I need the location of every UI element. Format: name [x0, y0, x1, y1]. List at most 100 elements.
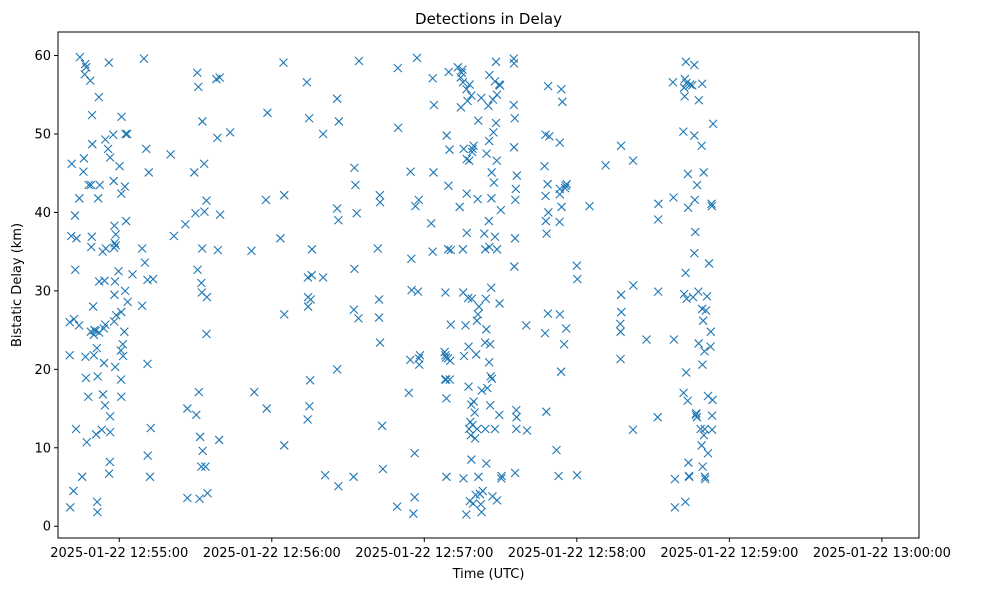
- data-point: [495, 299, 504, 308]
- data-point: [110, 362, 120, 372]
- data-point: [445, 356, 455, 366]
- data-point: [109, 317, 119, 326]
- data-point: [374, 313, 384, 322]
- data-point: [279, 310, 289, 319]
- data-point: [616, 327, 625, 337]
- data-point: [466, 455, 476, 464]
- data-point: [484, 216, 494, 226]
- data-point: [653, 287, 663, 297]
- data-point: [148, 274, 158, 284]
- data-point: [692, 180, 702, 190]
- data-point: [191, 208, 200, 218]
- data-point: [702, 291, 712, 301]
- data-point: [302, 77, 312, 87]
- data-point: [510, 195, 520, 205]
- data-point: [472, 424, 482, 434]
- x-tick-label: 2025-01-22 12:58:00: [508, 546, 646, 561]
- data-point: [332, 364, 342, 374]
- data-point: [428, 73, 438, 83]
- data-point: [116, 189, 126, 198]
- data-point: [689, 60, 699, 70]
- data-point: [615, 319, 625, 329]
- data-point: [215, 73, 225, 82]
- data-point: [555, 190, 565, 199]
- data-point: [121, 129, 131, 139]
- data-point: [463, 96, 472, 106]
- data-point: [559, 339, 569, 349]
- data-point: [509, 100, 519, 110]
- data-point: [98, 390, 108, 399]
- data-point: [480, 338, 490, 348]
- data-point: [84, 180, 94, 190]
- data-point: [471, 350, 481, 359]
- data-point: [196, 278, 206, 288]
- data-point: [198, 446, 208, 456]
- data-point: [670, 503, 680, 512]
- data-point: [684, 458, 693, 468]
- data-point: [116, 346, 126, 355]
- data-point: [375, 190, 385, 200]
- data-point: [511, 424, 521, 434]
- data-point: [697, 79, 707, 89]
- data-point: [65, 317, 75, 327]
- data-point: [122, 129, 132, 139]
- data-point: [351, 180, 360, 190]
- data-point: [166, 149, 176, 159]
- data-point: [708, 395, 717, 405]
- data-point: [490, 77, 500, 86]
- data-point: [108, 130, 118, 140]
- data-point: [410, 492, 420, 502]
- data-point: [104, 469, 114, 479]
- x-tick-label: 2025-01-22 12:59:00: [660, 546, 798, 561]
- data-point: [67, 159, 77, 169]
- data-point: [109, 176, 119, 186]
- data-point: [94, 92, 104, 102]
- data-point: [410, 448, 420, 458]
- data-point: [406, 167, 415, 177]
- data-point: [91, 430, 101, 439]
- data-point: [510, 468, 520, 478]
- data-point: [543, 309, 553, 319]
- data-point: [65, 503, 75, 512]
- data-point: [110, 238, 120, 248]
- data-point: [487, 374, 497, 384]
- x-axis-label: Time (UTC): [452, 567, 525, 582]
- data-point: [307, 270, 317, 280]
- data-point: [616, 354, 625, 364]
- data-point: [80, 59, 90, 69]
- data-point: [105, 457, 115, 467]
- data-point: [105, 412, 115, 421]
- data-point: [679, 83, 689, 93]
- data-point: [426, 219, 436, 228]
- y-tick-label: 50: [34, 127, 51, 142]
- data-point: [191, 410, 201, 420]
- data-point: [110, 290, 119, 300]
- data-point: [304, 113, 314, 123]
- data-point: [521, 321, 531, 330]
- data-point: [65, 350, 75, 360]
- data-point: [349, 472, 359, 482]
- data-point: [572, 470, 582, 480]
- data-point: [202, 196, 211, 206]
- data-point: [405, 355, 415, 365]
- data-point: [81, 373, 91, 383]
- data-point: [492, 495, 502, 505]
- data-point: [459, 144, 469, 154]
- data-point: [441, 375, 451, 384]
- data-point: [262, 404, 272, 413]
- data-point: [492, 90, 502, 100]
- data-point: [476, 93, 486, 103]
- data-point: [72, 233, 81, 243]
- data-point: [71, 424, 81, 434]
- data-point: [94, 277, 104, 286]
- data-point: [444, 181, 453, 191]
- data-point: [111, 240, 121, 250]
- data-point: [557, 202, 566, 212]
- data-point: [689, 131, 699, 140]
- data-point: [215, 210, 225, 220]
- data-point: [465, 80, 474, 89]
- data-point: [681, 268, 691, 278]
- data-point: [354, 56, 364, 66]
- data-point: [561, 324, 571, 333]
- data-point: [350, 264, 359, 274]
